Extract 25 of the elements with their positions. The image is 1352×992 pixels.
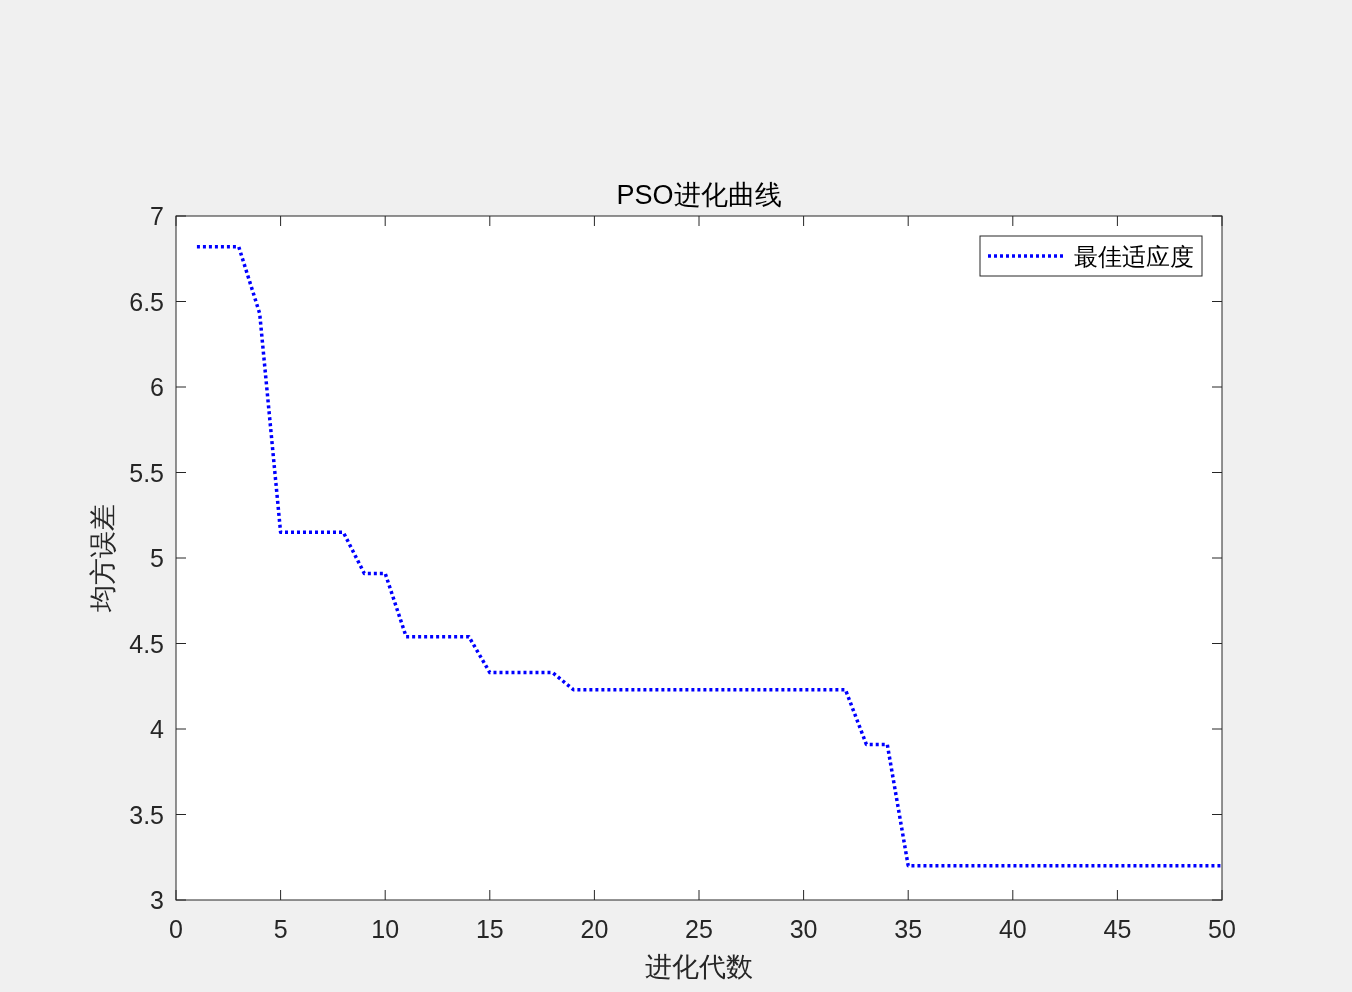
x-tick-label: 30: [789, 915, 818, 943]
x-tick-label: 10: [371, 915, 400, 943]
y-tick-label: 7: [150, 202, 164, 230]
x-tick-label: 15: [475, 915, 504, 943]
y-tick-label: 6: [150, 373, 164, 401]
x-tick-label: 5: [273, 915, 288, 943]
x-tick-label: 35: [894, 915, 923, 943]
x-tick-label: 25: [685, 915, 713, 943]
chart-title: PSO进化曲线: [616, 180, 782, 210]
x-tick-label: 40: [998, 915, 1027, 943]
y-tick-label: 4: [150, 715, 165, 743]
y-axis-title: 均方误差: [88, 504, 118, 613]
y-tick-label: 5: [150, 544, 164, 572]
x-tick-label: 0: [169, 915, 183, 943]
legend-label: 最佳适应度: [1074, 243, 1194, 270]
y-tick-label: 4.5: [129, 629, 164, 658]
x-tick-label: 20: [580, 915, 609, 943]
x-tick-label: 50: [1208, 915, 1236, 943]
x-tick-label: 45: [1103, 915, 1132, 943]
y-tick-label: 6.5: [129, 287, 164, 316]
y-tick-label: 3: [150, 886, 164, 914]
legend: 最佳适应度: [979, 235, 1203, 277]
y-tick-label: 5.5: [129, 458, 164, 487]
x-axis-title: 进化代数: [645, 952, 753, 982]
y-tick-label: 3.5: [129, 800, 164, 829]
